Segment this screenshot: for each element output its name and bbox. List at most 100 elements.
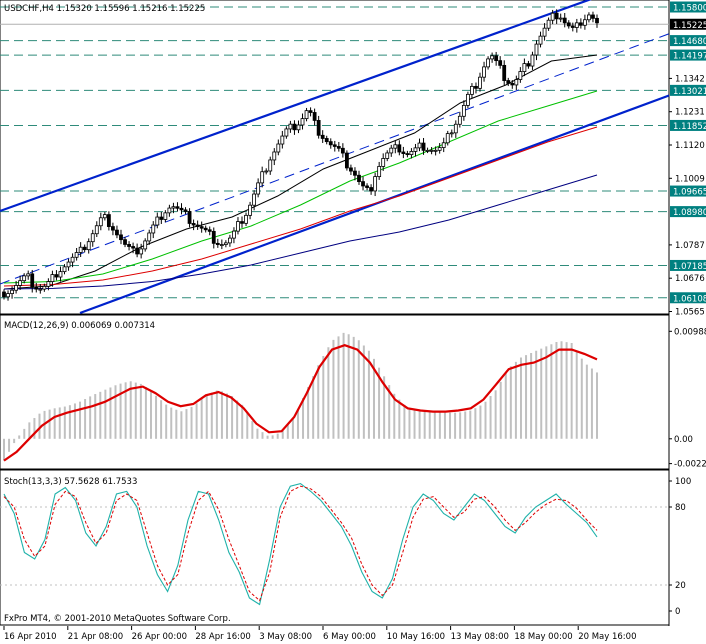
candle-body	[284, 128, 289, 137]
candle-body	[429, 149, 434, 152]
moving-average-line	[3, 90, 598, 284]
candle-body	[405, 153, 410, 156]
candle-body	[296, 124, 301, 131]
stoch-tick-label: 0	[675, 607, 680, 617]
price-tick-label: 1.1231	[675, 108, 705, 118]
candle-body	[115, 229, 119, 236]
price-tick-label: 1.0787	[675, 241, 705, 251]
candle-body	[163, 212, 168, 220]
candle-body	[260, 171, 265, 184]
candle-body	[425, 149, 430, 152]
candle-body	[171, 206, 176, 209]
candle-body	[288, 123, 293, 130]
price-level-label: 1.07185	[673, 262, 706, 272]
candle-body	[357, 174, 361, 183]
candle-body	[62, 266, 67, 273]
candle-body	[191, 223, 196, 226]
candle-body	[373, 176, 378, 192]
candle-body	[401, 151, 406, 154]
price-level-label: 1.08980	[673, 208, 706, 218]
candle-body	[349, 167, 353, 172]
candle-body	[207, 229, 212, 232]
price-level-tag	[670, 35, 706, 47]
candle-body	[14, 285, 19, 291]
channel-mid-line	[0, 33, 670, 285]
candle-body	[70, 256, 75, 263]
candle-body	[18, 280, 23, 286]
price-level-tag	[670, 292, 706, 304]
stoch-tick-label: 20	[675, 581, 686, 591]
candle-body	[353, 170, 357, 176]
candle-body	[90, 233, 95, 243]
price-tick-label: 1.1009	[675, 174, 705, 184]
candle-body	[264, 170, 269, 173]
candle-body	[417, 142, 422, 149]
candle-body	[147, 232, 152, 242]
candle-body	[155, 216, 160, 226]
candle-body	[256, 182, 261, 195]
candle-body	[587, 14, 591, 21]
candle-body	[42, 285, 47, 290]
copyright-text: FxPro MT4, © 2001-2010 MetaQuotes Softwa…	[4, 614, 231, 624]
candle-body	[578, 22, 583, 26]
current-price-label: 1.15225	[673, 21, 706, 31]
price-level-tag	[670, 49, 706, 61]
candle-body	[22, 275, 27, 282]
candle-body	[466, 93, 470, 106]
candle-body	[175, 206, 180, 209]
candle-body	[574, 22, 579, 28]
candle-body	[10, 289, 14, 295]
price-level-tag	[670, 185, 706, 197]
candle-body	[203, 227, 208, 231]
candle-body	[272, 151, 277, 161]
candle-body	[361, 181, 365, 187]
candle-body	[30, 273, 35, 288]
candle-body	[300, 118, 305, 126]
macd-title: MACD(12,26,9) 0.006069 0.007314	[4, 321, 155, 331]
candle-body	[526, 63, 531, 67]
x-tick-label: 10 May 16:00	[387, 632, 445, 642]
candle-body	[332, 144, 337, 147]
candle-body	[292, 123, 297, 131]
candle-body	[530, 54, 535, 67]
price-tick-label: 1.1120	[675, 141, 705, 151]
stoch-panel[interactable]	[0, 469, 670, 626]
candle-body	[159, 216, 164, 220]
x-tick-label: 3 May 08:00	[259, 632, 312, 642]
stoch-tick-label: 80	[675, 503, 686, 513]
candle-body	[340, 147, 345, 154]
candle-body	[135, 247, 140, 255]
candle-body	[308, 110, 313, 113]
candle-body	[486, 58, 490, 68]
candle-body	[320, 134, 325, 139]
candle-body	[558, 17, 563, 20]
x-tick-label: 13 May 08:00	[451, 632, 509, 642]
candle-body	[582, 19, 587, 26]
candle-body	[397, 144, 402, 153]
candle-body	[6, 293, 10, 298]
candle-body	[34, 287, 39, 290]
candle-body	[502, 64, 507, 81]
candle-body	[151, 224, 156, 234]
candle-body	[127, 244, 131, 247]
moving-average-line	[3, 126, 598, 287]
candle-body	[199, 226, 204, 229]
candle-body	[457, 115, 462, 125]
price-level-tag	[670, 206, 706, 218]
candle-body	[26, 273, 31, 277]
candle-body	[244, 214, 248, 224]
candle-body	[58, 271, 63, 278]
price-level-label: 1.06108	[673, 294, 706, 304]
candle-body	[312, 112, 317, 121]
stoch-signal-line	[3, 485, 598, 602]
macd-panel[interactable]	[0, 314, 670, 470]
x-tick-label: 28 Apr 16:00	[195, 632, 250, 642]
candle-body	[381, 158, 386, 167]
candle-body	[449, 132, 454, 135]
price-level-label: 1.09665	[673, 188, 706, 198]
price-level-label: 1.14197	[673, 52, 706, 62]
candle-body	[50, 274, 55, 282]
stoch-tick-label: 100	[675, 477, 691, 487]
price-panel[interactable]	[0, 0, 670, 315]
